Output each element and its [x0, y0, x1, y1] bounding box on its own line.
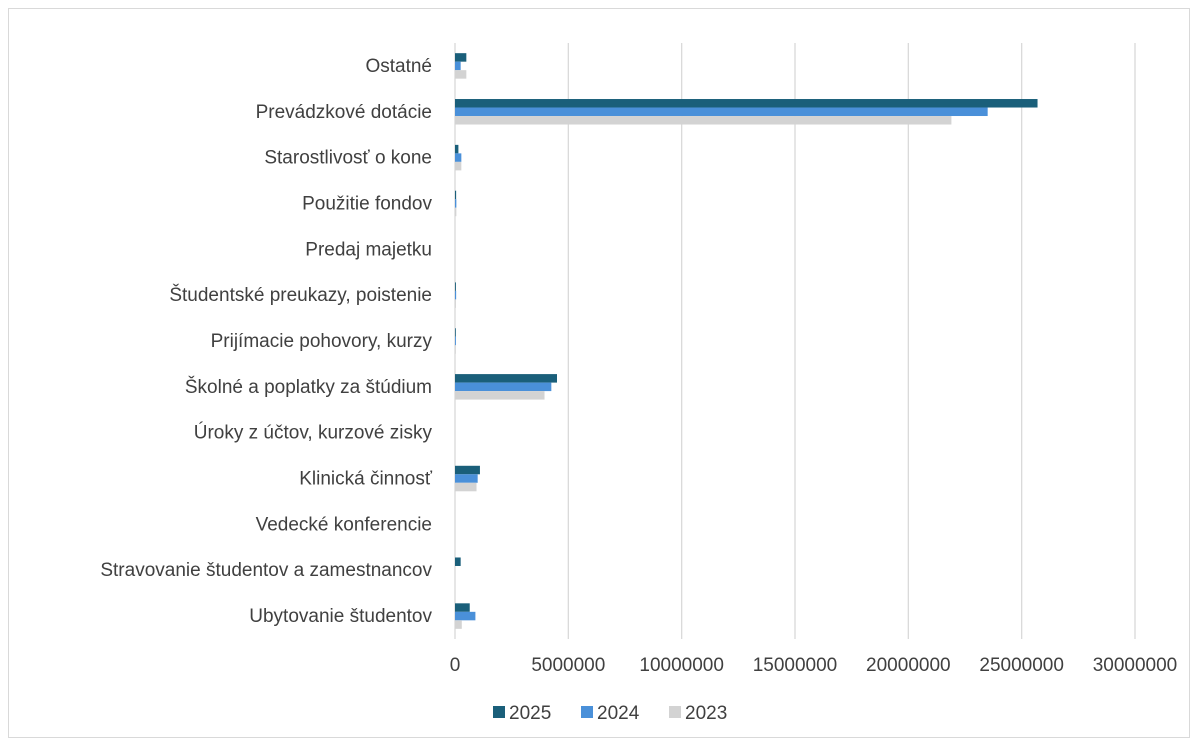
legend-swatch-2023: [669, 706, 681, 718]
x-tick-label: 10000000: [639, 655, 724, 676]
category-label: Ostatné: [365, 56, 432, 77]
x-tick-label: 0: [450, 655, 461, 676]
bar-2025-1: [455, 99, 1038, 108]
chart-frame: Ostatné Prevádzkové dotácie Starostlivosť …: [8, 8, 1190, 738]
bar-2023-9: [455, 482, 477, 492]
category-label: Prevádzkové dotácie: [256, 102, 432, 123]
category-label: Ubytovanie študentov: [249, 606, 432, 627]
bar-2023-2: [455, 161, 462, 171]
legend: 2025 2024 2023: [493, 703, 727, 724]
category-label: Prijímacie pohovory, kurzy: [211, 331, 433, 352]
bar-2023-0: [455, 70, 467, 79]
bar-2024-0: [455, 61, 461, 71]
bar-2025-3: [455, 190, 457, 200]
x-tick-label: 5000000: [531, 655, 605, 676]
category-label: Študentské preukazy, poistenie: [169, 284, 432, 306]
bar-2024-3: [455, 199, 457, 208]
bar-2025-7: [455, 374, 557, 383]
bar-2024-2: [455, 153, 462, 162]
bar-2025-0: [455, 53, 467, 62]
bar-2025-5: [455, 282, 456, 291]
bar-2024-7: [455, 382, 552, 392]
bar-2023-1: [455, 116, 952, 125]
legend-label: 2025: [509, 703, 551, 724]
bars: [455, 53, 1038, 629]
category-label: Školné a poplatky za štúdium: [185, 376, 432, 398]
category-label: Stravovanie študentov a zamestnancov: [100, 560, 432, 581]
bar-2025-9: [455, 465, 480, 475]
category-label: Starostlivosť o kone: [264, 148, 432, 169]
bar-2023-12: [455, 620, 462, 629]
bar-2023-7: [455, 391, 545, 400]
bar-2024-6: [455, 336, 456, 346]
category-labels: Ostatné Prevádzkové dotácie Starostlivosť …: [100, 56, 433, 627]
category-label: Predaj majetku: [305, 239, 432, 260]
bar-2024-12: [455, 611, 476, 621]
bar-2025-2: [455, 144, 459, 154]
bar-2024-5: [455, 290, 457, 300]
x-axis-tick-labels: 0 5000000 10000000 15000000 20000000 25000000…: [450, 655, 1178, 676]
bar-2023-5: [455, 299, 456, 308]
x-tick-label: 20000000: [866, 655, 951, 676]
legend-label: 2024: [597, 703, 640, 724]
legend-swatch-2024: [581, 706, 593, 718]
bar-chart: Ostatné Prevádzkové dotácie Starostlivosť …: [100, 43, 1178, 724]
category-label: Úroky z účtov, kurzové zisky: [194, 422, 433, 444]
legend-swatch-2025: [493, 706, 505, 718]
bar-2023-6: [455, 345, 456, 354]
category-label: Použitie fondov: [302, 193, 432, 214]
bar-2024-9: [455, 474, 478, 483]
gridlines: [454, 43, 1136, 639]
bar-2023-3: [455, 207, 457, 217]
x-tick-label: 15000000: [753, 655, 838, 676]
x-tick-label: 30000000: [1093, 655, 1178, 676]
legend-label: 2023: [685, 703, 727, 724]
bar-2025-11: [455, 557, 461, 566]
bar-2025-12: [455, 603, 470, 612]
bar-2025-6: [455, 328, 456, 337]
category-label: Vedecké konferencie: [256, 514, 432, 535]
category-label: Klinická činnosť: [299, 469, 433, 490]
x-tick-label: 25000000: [979, 655, 1064, 676]
bar-2024-1: [455, 107, 988, 117]
